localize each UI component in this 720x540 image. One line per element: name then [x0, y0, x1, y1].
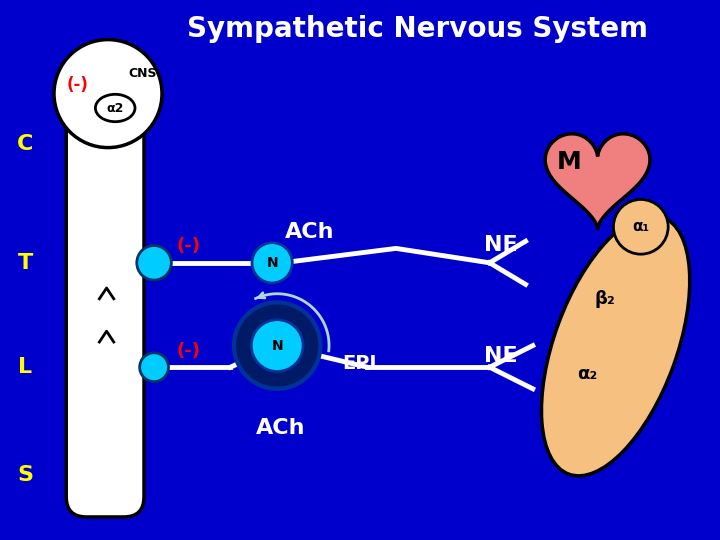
Text: (-): (-): [67, 76, 89, 94]
Text: Sympathetic Nervous System: Sympathetic Nervous System: [187, 15, 648, 43]
Text: NE: NE: [484, 235, 517, 255]
Text: α₂: α₂: [577, 366, 597, 383]
Ellipse shape: [541, 215, 690, 476]
Text: ACh: ACh: [256, 418, 305, 438]
Text: EPI: EPI: [343, 354, 377, 373]
Circle shape: [140, 353, 168, 382]
Text: ACh: ACh: [285, 222, 334, 242]
Text: CNS: CNS: [128, 67, 157, 80]
Text: (-): (-): [176, 342, 201, 360]
Text: β₂: β₂: [595, 290, 615, 308]
Text: N: N: [271, 339, 283, 353]
Text: S: S: [17, 465, 33, 485]
Circle shape: [251, 320, 303, 372]
Text: (-): (-): [176, 237, 201, 255]
Circle shape: [137, 246, 171, 280]
Text: N: N: [266, 256, 278, 270]
Text: α2: α2: [107, 102, 124, 114]
Text: C: C: [17, 134, 33, 154]
Text: α₁: α₁: [632, 219, 649, 234]
Polygon shape: [545, 134, 650, 228]
Circle shape: [252, 242, 292, 283]
Text: T: T: [17, 253, 33, 273]
Circle shape: [613, 199, 668, 254]
Circle shape: [234, 302, 320, 389]
Text: NE: NE: [484, 346, 517, 367]
Text: M: M: [557, 150, 581, 174]
FancyBboxPatch shape: [66, 102, 144, 517]
Text: L: L: [18, 357, 32, 377]
Circle shape: [54, 39, 162, 147]
Ellipse shape: [95, 94, 135, 122]
Text: β₁: β₁: [613, 211, 633, 228]
